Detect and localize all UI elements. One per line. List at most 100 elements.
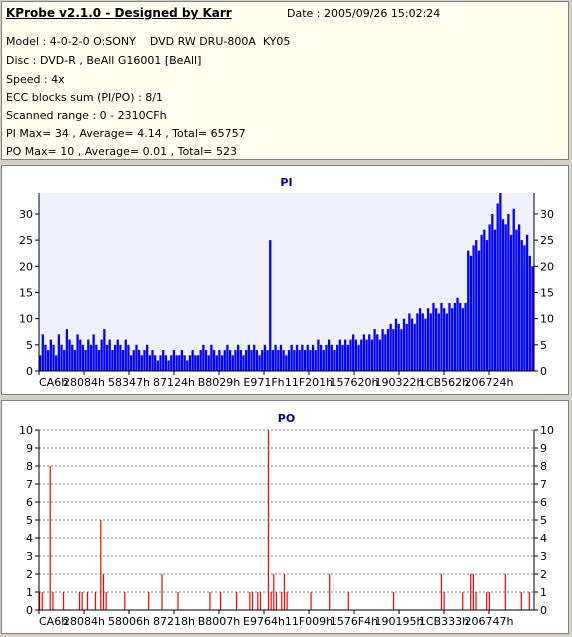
- pi-bar: [226, 344, 229, 371]
- pi-bar: [349, 339, 352, 371]
- info-speed: Speed : 4x: [6, 73, 65, 86]
- pi-bar: [41, 334, 44, 371]
- po-bar: [249, 592, 251, 610]
- pi-bar: [394, 318, 398, 371]
- po-bar: [257, 592, 259, 610]
- pi-chart-title: PI: [280, 176, 292, 189]
- pi-bar: [523, 245, 526, 371]
- pi-bar: [392, 329, 395, 371]
- pi-bar: [228, 350, 232, 371]
- pi-bar: [170, 355, 173, 371]
- pi-bar: [515, 229, 518, 371]
- pi-bar: [151, 350, 154, 371]
- po-ytick-label-right: 5: [540, 514, 547, 527]
- pi-bar: [322, 350, 325, 371]
- pi-bar: [148, 355, 151, 371]
- info-scanned-range: Scanned range : 0 - 2310CFh: [6, 109, 167, 122]
- pi-bar: [44, 344, 47, 371]
- pi-bar: [212, 350, 216, 371]
- pi-bar: [47, 350, 50, 371]
- pi-bar: [49, 339, 52, 371]
- pi-bar: [253, 344, 256, 371]
- pi-bar: [178, 355, 181, 371]
- pi-bar: [437, 313, 440, 371]
- pi-bar: [314, 350, 317, 371]
- po-bar: [161, 574, 163, 610]
- pi-bar: [295, 344, 299, 371]
- po-ytick-label-right: 3: [540, 550, 547, 563]
- pi-bar: [507, 213, 510, 371]
- po-ytick-label-right: 2: [540, 568, 547, 581]
- pi-bar: [255, 350, 259, 371]
- pi-bar: [496, 203, 499, 371]
- pi-bar: [354, 339, 358, 371]
- pi-bar: [202, 344, 205, 371]
- pi-bar: [263, 344, 267, 371]
- po-bar: [259, 592, 262, 610]
- pi-bar: [55, 355, 58, 371]
- pi-xtick-label: 58347h: [108, 376, 150, 389]
- pi-bar: [116, 339, 119, 371]
- po-ytick-label-left: 3: [26, 550, 33, 563]
- pi-bar: [271, 350, 275, 371]
- pi-bar: [234, 350, 237, 371]
- pi-bar: [183, 355, 186, 371]
- pi-bar: [124, 339, 127, 371]
- po-bar: [219, 592, 222, 610]
- pi-bar: [488, 224, 491, 371]
- po-bar: [273, 574, 275, 610]
- pi-ytick-label-left: 15: [19, 286, 33, 299]
- pi-bar: [127, 344, 130, 371]
- pi-bar: [483, 229, 486, 371]
- pi-bar: [143, 350, 146, 371]
- po-ytick-label-left: 1: [26, 586, 33, 599]
- pi-chart-panel: PI 0 0 5 5 10 10 15 15 20 20 25 25 30 30 CA6h 28084h 5834…: [1, 165, 569, 395]
- pi-ytick-label-left: 5: [26, 339, 33, 352]
- pi-bar: [517, 224, 521, 371]
- pi-bar: [87, 339, 90, 371]
- pi-bar: [269, 240, 272, 371]
- po-xtick-label: E9764h: [243, 615, 285, 628]
- pi-bar: [159, 355, 162, 371]
- po-bar: [440, 574, 443, 610]
- pi-bar: [279, 344, 283, 371]
- pi-bar: [461, 308, 465, 371]
- pi-bar: [344, 339, 347, 371]
- po-bar: [100, 520, 102, 610]
- po-bar: [329, 574, 331, 610]
- po-ytick-label-left: 9: [26, 442, 33, 455]
- pi-bar: [309, 350, 312, 371]
- pi-bar: [440, 302, 443, 371]
- po-bar: [102, 574, 105, 610]
- pi-bar: [451, 308, 454, 371]
- po-ytick-label-left: 2: [26, 568, 33, 581]
- pi-bar: [111, 350, 114, 371]
- pi-bar: [432, 302, 435, 371]
- po-bar: [283, 574, 286, 610]
- info-disc: Disc : DVD-R , BeAll G16001 [BeAll]: [6, 54, 202, 67]
- pi-bar: [298, 350, 301, 371]
- pi-bar: [261, 350, 264, 371]
- pi-bar: [258, 355, 261, 371]
- po-xtick-label: 87218h: [153, 615, 195, 628]
- pi-xtick-label: E971Fh: [243, 376, 284, 389]
- po-ytick-label-right: 9: [540, 442, 547, 455]
- pi-bar: [164, 355, 168, 371]
- pi-bar: [443, 308, 446, 371]
- pi-bar: [242, 355, 245, 371]
- po-bar: [520, 592, 522, 610]
- pi-bar: [287, 350, 291, 371]
- pi-bar: [378, 339, 382, 371]
- pi-bar: [435, 308, 438, 371]
- app-title: KProbe v2.1.0 - Designed by Karr: [6, 6, 232, 20]
- info-header: KProbe v2.1.0 - Designed by Karr Date : …: [1, 1, 569, 160]
- info-pi-stats: PI Max= 34 , Average= 4.14 , Total= 6575…: [6, 127, 246, 140]
- pi-ytick-label-right: 30: [540, 208, 554, 221]
- pi-bar: [97, 350, 101, 371]
- pi-bar: [520, 240, 523, 371]
- po-xtick-label: CA6h: [39, 615, 68, 628]
- pi-bar: [491, 213, 494, 371]
- pi-bar: [360, 339, 363, 371]
- pi-bar: [512, 208, 515, 371]
- pi-bar: [100, 339, 103, 371]
